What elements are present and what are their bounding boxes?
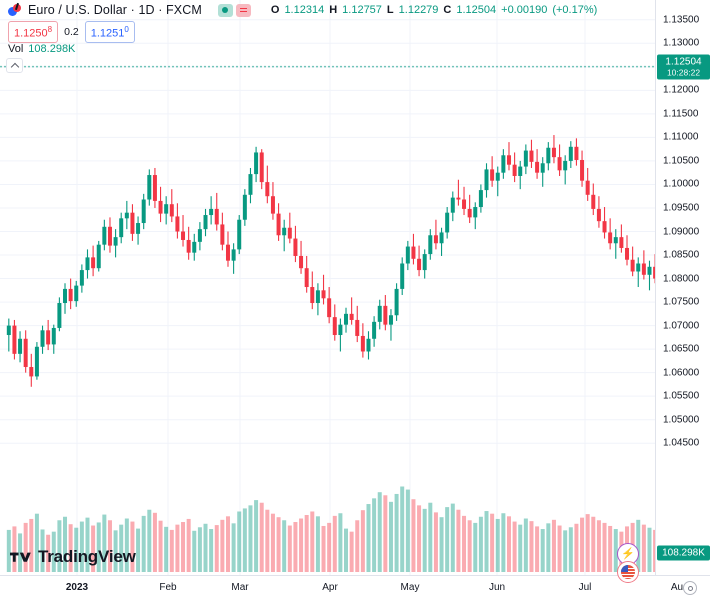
price-axis-label: 1.08000 bbox=[663, 273, 700, 285]
tradingview-logo-icon bbox=[10, 552, 31, 562]
tradingview-watermark: TradingView bbox=[10, 547, 136, 567]
time-axis-label: Feb bbox=[159, 582, 177, 593]
time-axis-label: Apr bbox=[322, 582, 338, 593]
current-price-time: 10:28:22 bbox=[666, 67, 701, 78]
current-price-value: 1.12504 bbox=[665, 56, 702, 68]
time-axis-label: Mar bbox=[231, 582, 249, 593]
chart-plot-area[interactable] bbox=[0, 0, 655, 575]
price-axis-label: 1.07000 bbox=[663, 320, 700, 332]
time-axis-label: Jun bbox=[488, 582, 506, 593]
us-flag-icon[interactable] bbox=[617, 561, 639, 583]
time-axis-label: 2023 bbox=[65, 582, 89, 593]
price-axis-label: 1.05500 bbox=[663, 390, 700, 402]
time-axis-label: Jul bbox=[578, 582, 592, 593]
price-axis-label: 1.09500 bbox=[663, 202, 700, 214]
price-axis-label: 1.13000 bbox=[663, 37, 700, 49]
price-axis-label: 1.11000 bbox=[663, 131, 699, 143]
chart-settings-icon[interactable] bbox=[683, 581, 697, 595]
volume-axis-badge[interactable]: 108.298K bbox=[657, 545, 710, 561]
price-axis-label: 1.05000 bbox=[663, 414, 700, 426]
chart-canvas bbox=[0, 0, 655, 575]
price-axis-label: 1.12000 bbox=[663, 84, 700, 96]
current-price-badge[interactable]: 1.12504 10:28:22 bbox=[657, 54, 710, 80]
price-axis-label: 1.09000 bbox=[663, 226, 700, 237]
price-axis-label: 1.10500 bbox=[663, 155, 700, 167]
price-axis-label: 1.08500 bbox=[663, 249, 700, 261]
time-axis[interactable]: 2023 Feb Mar Apr May Jun Jul Au bbox=[0, 575, 710, 600]
price-axis[interactable]: 1.13500 1.13000 1.12000 1.11500 1.11000 1.105… bbox=[655, 0, 710, 575]
price-axis-label: 1.10000 bbox=[663, 178, 700, 190]
price-axis-label: 1.04500 bbox=[663, 437, 700, 449]
price-axis-label: 1.13500 bbox=[663, 14, 700, 26]
price-axis-label: 1.07500 bbox=[663, 296, 700, 308]
chevron-up-icon[interactable] bbox=[6, 58, 23, 73]
price-axis-label: 1.06000 bbox=[663, 367, 700, 379]
time-axis-label: Au bbox=[670, 582, 684, 593]
chevron-glyph bbox=[11, 62, 18, 69]
price-axis-label: 1.06500 bbox=[663, 343, 700, 355]
flag-glyph bbox=[621, 565, 635, 579]
watermark-text: TradingView bbox=[38, 547, 136, 566]
bolt-glyph: ⚡ bbox=[621, 547, 635, 560]
price-axis-label: 1.11500 bbox=[663, 108, 699, 120]
time-axis-label: May bbox=[400, 582, 420, 593]
